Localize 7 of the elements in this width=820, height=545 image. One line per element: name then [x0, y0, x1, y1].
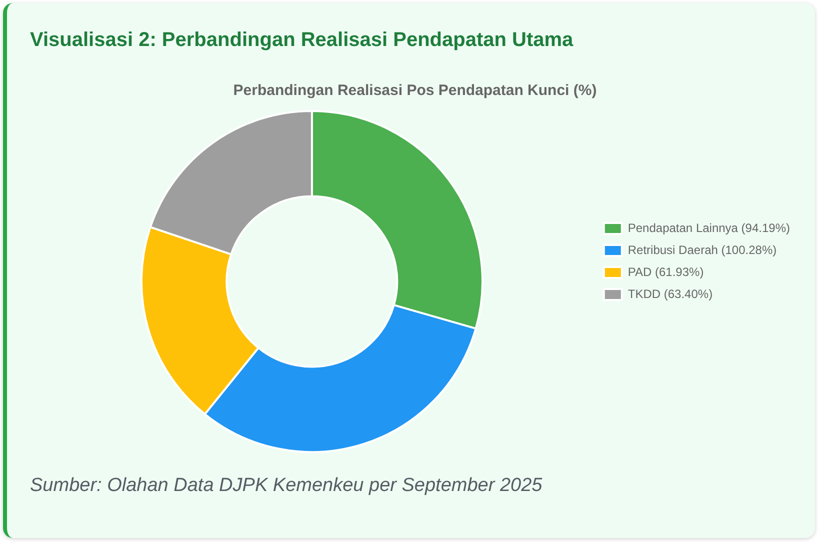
- legend-label: PAD (61.93%): [628, 264, 704, 279]
- chart-subtitle: Perbandingan Realisasi Pos Pendapatan Kunci (%): [233, 82, 597, 100]
- legend-label: Retribusi Daerah (100.28%): [628, 242, 777, 257]
- legend-label: Pendapatan Lainnya (94.19%): [628, 220, 790, 235]
- text: Sumber: Olahan Data DJPK Kemenkeu per September 2025: [30, 475, 542, 497]
- chart-title: Visualisasi 2: Perbandingan Realisasi Pendapatan Utama: [30, 29, 574, 52]
- legend-label: TKDD (63.40%): [628, 286, 713, 301]
